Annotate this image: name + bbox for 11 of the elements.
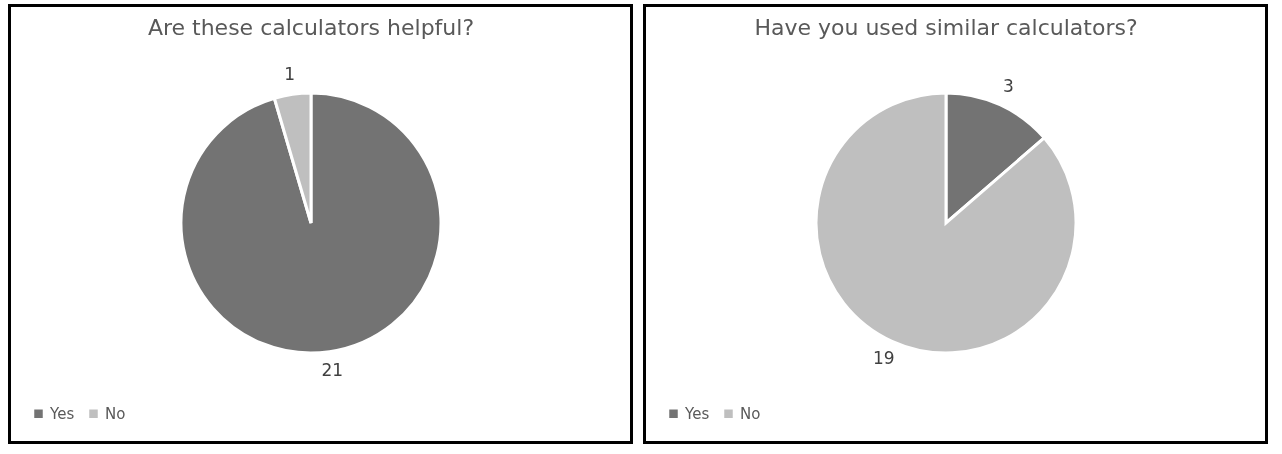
data-label: 19 [872, 348, 895, 369]
chart-title: Have you used similar calculators? [754, 15, 1138, 40]
data-label: 3 [1002, 75, 1014, 96]
data-label: 21 [321, 360, 344, 381]
data-label: 1 [284, 63, 296, 84]
legend-label: Yes [49, 404, 75, 423]
chart-title: Are these calculators helpful? [147, 15, 475, 40]
pie-slice [179, 91, 443, 355]
legend-label: Yes [684, 404, 710, 423]
legend-label: No [105, 404, 126, 423]
legend-label: No [740, 404, 761, 423]
